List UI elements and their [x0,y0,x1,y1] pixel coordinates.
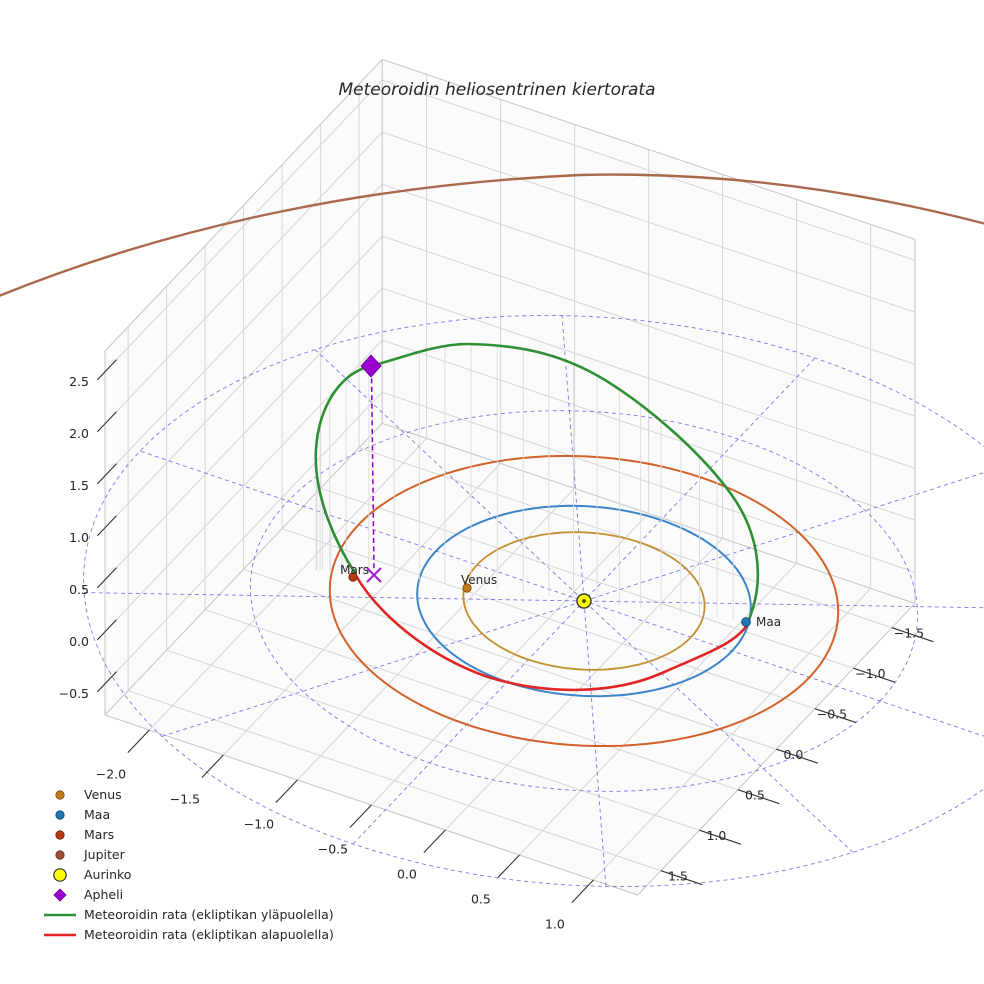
legend-label: Maa [84,807,110,822]
maa-marker [741,617,751,627]
legend-item-mars: Mars [55,827,114,842]
svg-text:−2.0: −2.0 [96,767,126,782]
legend-item-aurinko: Aurinko [53,867,131,882]
legend-label: Venus [84,787,122,802]
x-tick-labels: −2.0 −1.5 −1.0 −0.5 0.0 0.5 1.0 [96,767,565,932]
legend: Venus Maa Mars Jupiter Aurinko Apheli Me… [44,787,334,942]
y-tick-labels: −1.5 −1.0 −0.5 0.0 0.5 1.0 1.5 [668,626,924,884]
legend-item-rata-ylapuolella: Meteoroidin rata (ekliptikan yläpuolella… [44,907,334,922]
orbit-projection-stems [315,344,734,620]
legend-item-rata-alapuolella: Meteoroidin rata (ekliptikan alapuolella… [44,927,334,942]
planet-orbits [328,455,840,747]
svg-text:0.0: 0.0 [397,867,417,882]
svg-text:−0.5: −0.5 [817,707,847,722]
z-tick-labels: −0.5 0.0 0.5 1.0 1.5 2.0 2.5 [59,374,89,701]
sun-marker [576,593,592,609]
legend-label: Mars [84,827,114,842]
floor-grid [127,438,893,881]
plot-title: Meteoroidin heliosentrinen kiertorata [339,80,656,100]
jupiter-orbit-arc [0,173,984,297]
svg-text:−1.0: −1.0 [244,817,274,832]
venus-marker [462,583,472,593]
mars-label: Mars [340,563,369,577]
legend-label: Jupiter [83,847,126,862]
svg-text:−1.5: −1.5 [894,626,924,641]
legend-item-apheli: Apheli [53,887,123,902]
mars-marker [348,572,358,582]
legend-item-jupiter: Jupiter [55,847,126,862]
svg-text:1.5: 1.5 [668,869,688,884]
legend-item-maa: Maa [55,807,110,822]
legend-label: Meteoroidin rata (ekliptikan yläpuolella… [84,907,334,922]
legend-label: Meteoroidin rata (ekliptikan alapuolella… [84,927,334,942]
meteoroid-orbit-above-ecliptic [314,342,760,623]
svg-text:1.5: 1.5 [69,478,89,493]
svg-text:1.0: 1.0 [69,530,89,545]
axis-tick-marks [96,359,934,904]
maa-label: Maa [756,615,781,629]
meteoroid-orbit-below-ecliptic [353,573,751,692]
svg-text:−1.0: −1.0 [855,666,885,681]
svg-text:0.0: 0.0 [783,747,803,762]
legend-label: Aurinko [84,867,131,882]
svg-text:1.0: 1.0 [545,917,565,932]
svg-text:0.5: 0.5 [69,582,89,597]
legend-item-venus: Venus [55,787,122,802]
svg-text:1.0: 1.0 [706,828,726,843]
svg-text:2.0: 2.0 [69,426,89,441]
svg-text:0.5: 0.5 [745,788,765,803]
svg-text:2.5: 2.5 [69,374,89,389]
venus-label: Venus [461,573,497,587]
svg-text:−0.5: −0.5 [318,842,348,857]
svg-text:0.0: 0.0 [69,634,89,649]
axes-panes [105,59,915,895]
svg-text:−1.5: −1.5 [170,792,200,807]
svg-text:−0.5: −0.5 [59,686,89,701]
aphelion-ground-x-marker [366,567,382,583]
aphelion-marker [360,354,382,378]
svg-text:0.5: 0.5 [471,892,491,907]
legend-label: Apheli [84,887,123,902]
